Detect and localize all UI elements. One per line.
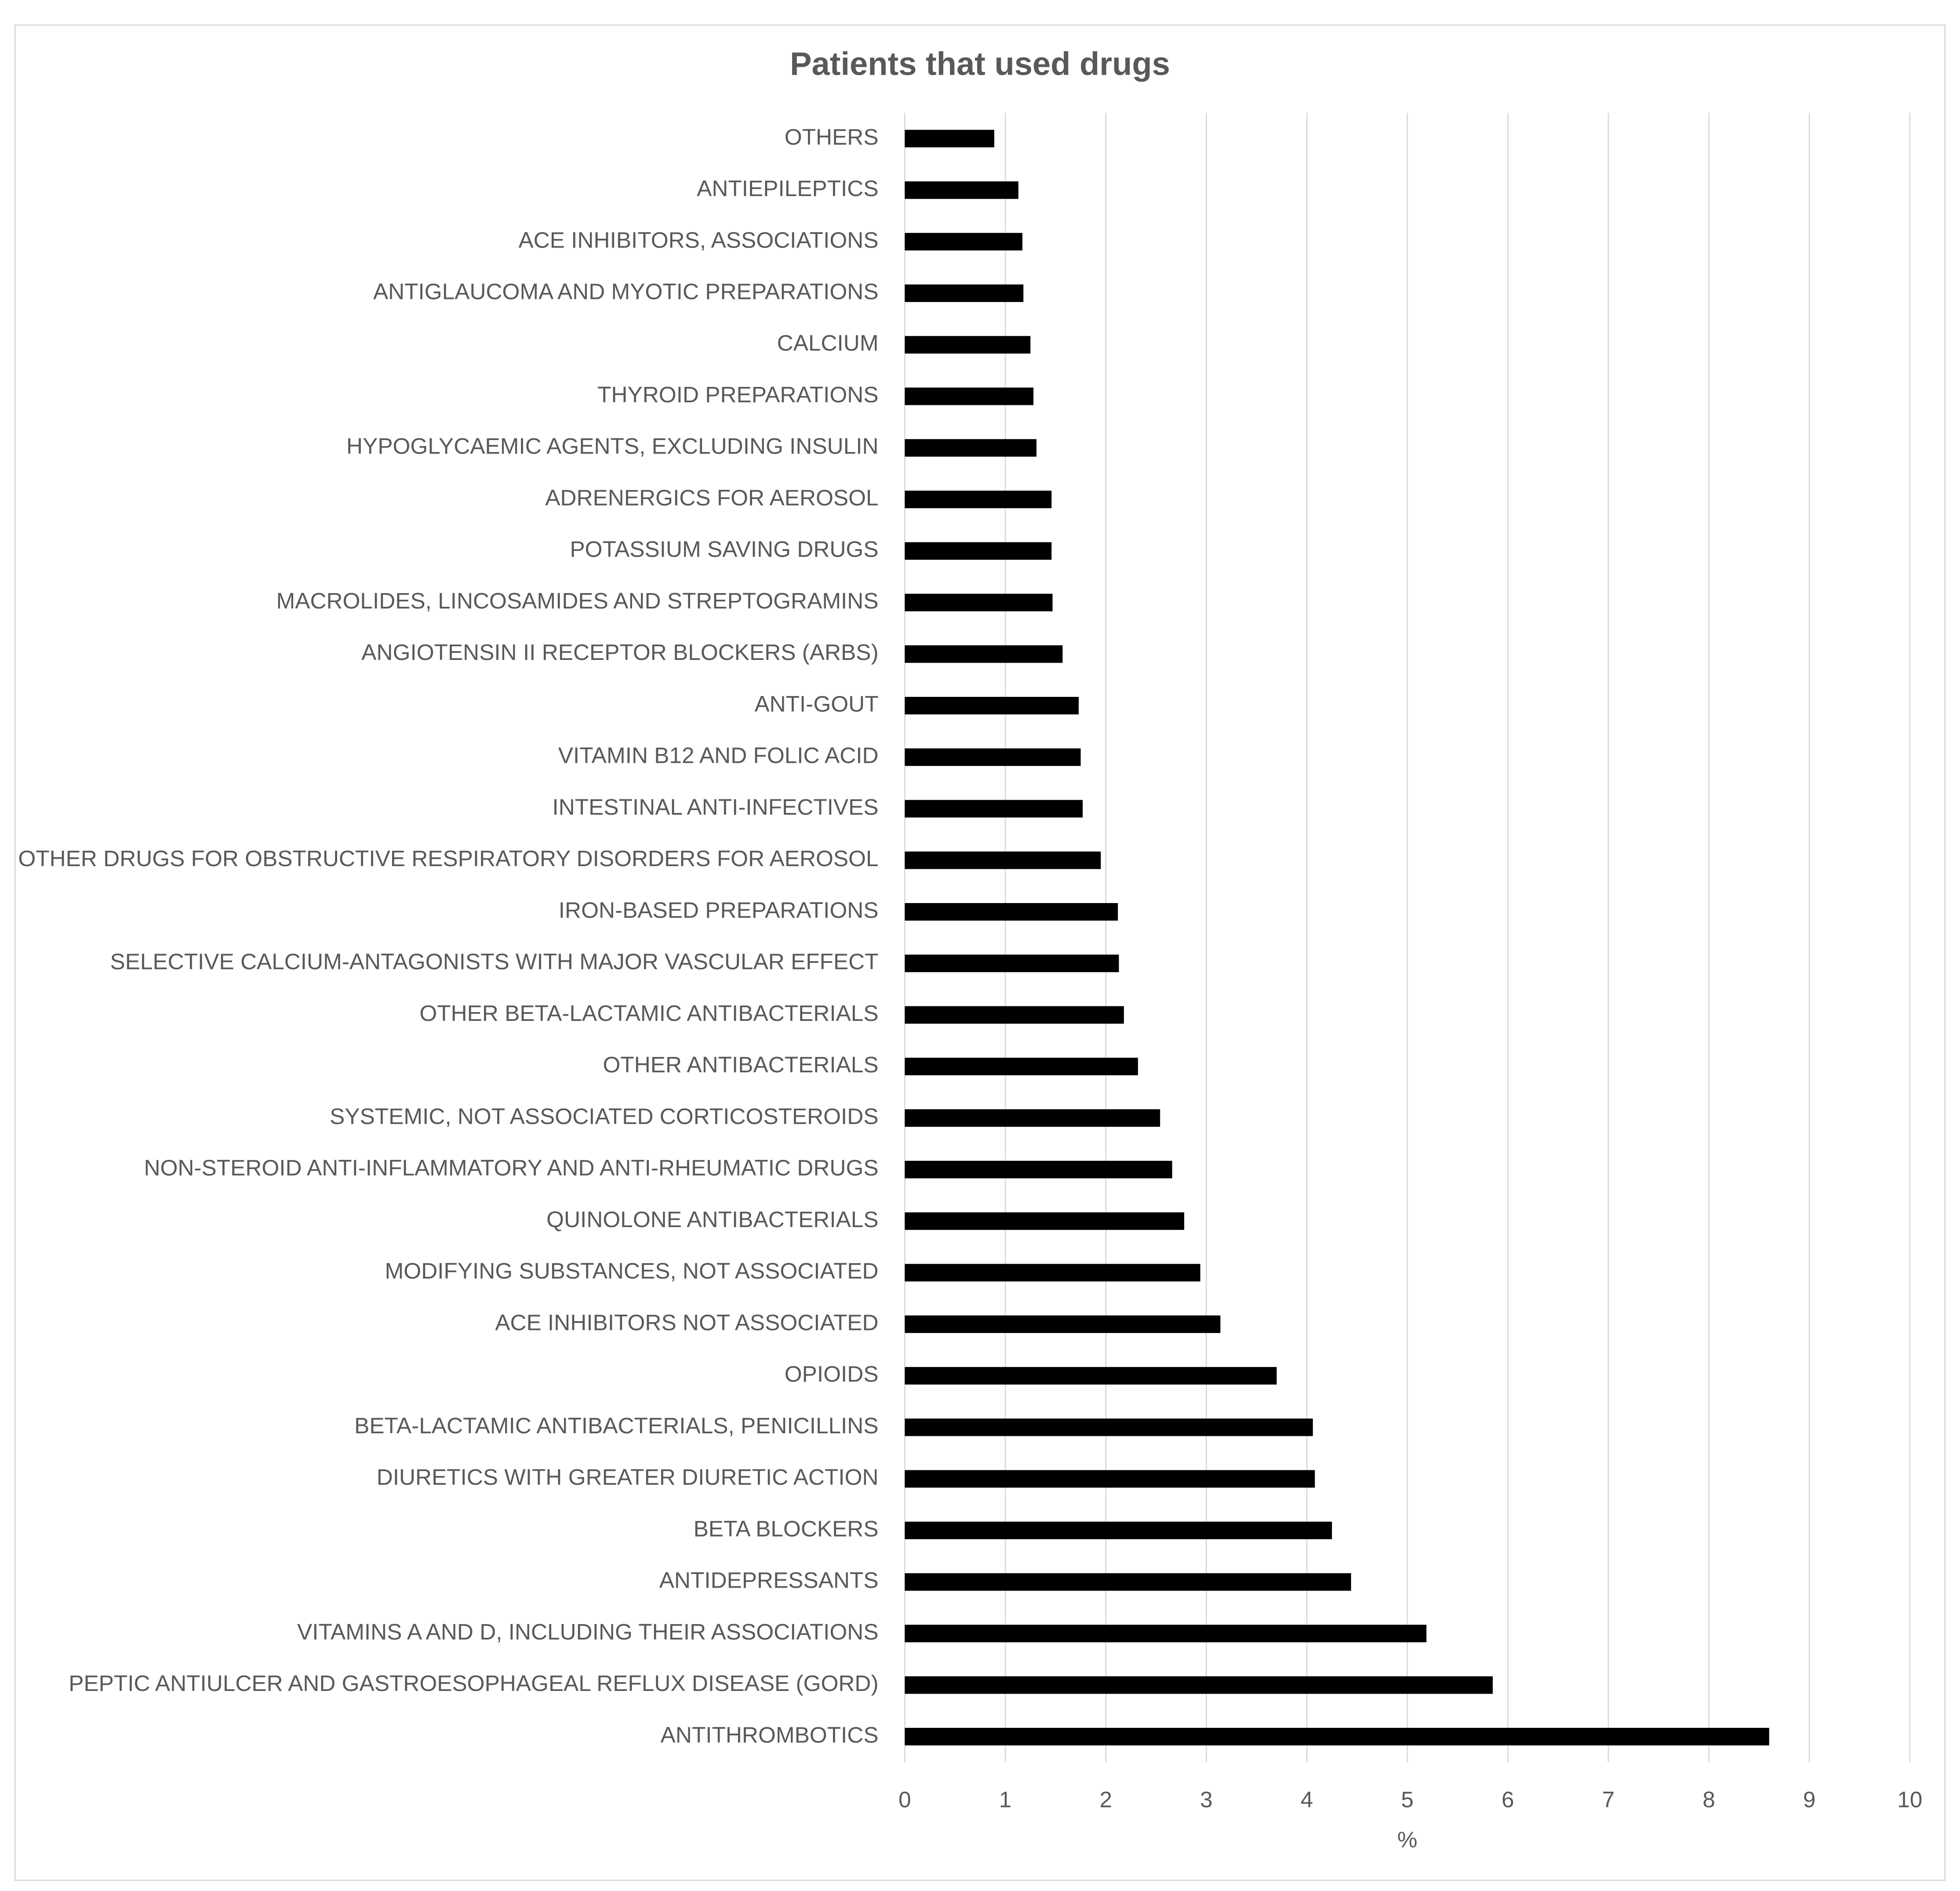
y-tick-label: ANGIOTENSIN II RECEPTOR BLOCKERS (ARBS)	[361, 640, 878, 665]
y-tick-label: ANTIDEPRESSANTS	[659, 1568, 879, 1593]
y-tick-label: THYROID PREPARATIONS	[597, 382, 878, 407]
y-tick-label: ANTI-GOUT	[754, 691, 878, 716]
y-tick-label: MACROLIDES, LINCOSAMIDES AND STREPTOGRAM…	[276, 588, 879, 613]
y-tick-label: VITAMINS A AND D, INCLUDING THEIR ASSOCI…	[297, 1619, 879, 1644]
bar	[905, 1315, 1221, 1333]
y-tick-label: OTHER DRUGS FOR OBSTRUCTIVE RESPIRATORY …	[18, 846, 878, 871]
bar	[905, 130, 994, 148]
y-tick-label: ACE INHIBITORS, ASSOCIATIONS	[519, 227, 879, 252]
y-tick-label: SYSTEMIC, NOT ASSOCIATED CORTICOSTEROIDS	[330, 1104, 878, 1129]
chart-title: Patients that used drugs	[790, 46, 1170, 82]
y-tick-label: OTHER ANTIBACTERIALS	[603, 1052, 878, 1077]
bar	[905, 1161, 1172, 1179]
y-tick-label: VITAMIN B12 AND FOLIC ACID	[558, 743, 879, 768]
x-tick-label: 7	[1602, 1787, 1615, 1812]
x-tick-label: 10	[1897, 1787, 1922, 1812]
chart-border	[14, 24, 1946, 1881]
bar	[905, 181, 1018, 199]
bar	[905, 1367, 1277, 1385]
y-tick-label: ANTIEPILEPTICS	[697, 176, 878, 201]
y-tick-label: POTASSIUM SAVING DRUGS	[570, 537, 878, 562]
y-tick-label: DIURETICS WITH GREATER DIURETIC ACTION	[377, 1465, 879, 1490]
x-tick-label: 4	[1301, 1787, 1313, 1812]
x-tick-label: 9	[1803, 1787, 1816, 1812]
bar	[905, 594, 1053, 612]
y-tick-label: SELECTIVE CALCIUM-ANTAGONISTS WITH MAJOR…	[110, 949, 878, 974]
y-tick-label: ANTIGLAUCOMA AND MYOTIC PREPARATIONS	[373, 279, 879, 304]
bar	[905, 748, 1081, 766]
x-tick-label: 5	[1401, 1787, 1414, 1812]
y-tick-label: PEPTIC ANTIULCER AND GASTROESOPHAGEAL RE…	[69, 1671, 878, 1696]
bar	[905, 955, 1119, 973]
bar	[905, 542, 1052, 560]
y-tick-label: INTESTINAL ANTI-INFECTIVES	[553, 794, 879, 820]
bar	[905, 1109, 1160, 1127]
bar	[905, 1006, 1124, 1024]
bar	[905, 800, 1083, 818]
bar	[905, 387, 1034, 405]
y-tick-label: ACE INHIBITORS NOT ASSOCIATED	[495, 1310, 878, 1335]
y-tick-label: BETA BLOCKERS	[694, 1516, 879, 1541]
bar	[905, 696, 1079, 714]
y-tick-label: BETA-LACTAMIC ANTIBACTERIALS, PENICILLIN…	[354, 1413, 878, 1438]
bar	[905, 439, 1036, 457]
y-tick-label: IRON-BASED PREPARATIONS	[559, 897, 879, 922]
bar	[905, 490, 1052, 508]
x-tick-label: 8	[1702, 1787, 1715, 1812]
y-tick-label: OTHER BETA-LACTAMIC ANTIBACTERIALS	[419, 1001, 878, 1026]
bar	[905, 1212, 1185, 1230]
x-axis-label: %	[1397, 1827, 1418, 1852]
bar	[905, 1625, 1427, 1643]
y-tick-label: QUINOLONE ANTIBACTERIALS	[546, 1207, 878, 1232]
bar	[905, 903, 1118, 921]
bar	[905, 284, 1024, 302]
x-tick-label: 2	[1099, 1787, 1112, 1812]
bar	[905, 1676, 1493, 1694]
bar	[905, 1470, 1315, 1488]
bar	[905, 233, 1022, 251]
y-tick-label: NON-STEROID ANTI-INFLAMMATORY AND ANTI-R…	[144, 1155, 878, 1181]
bar	[905, 1521, 1332, 1539]
bar	[905, 1727, 1769, 1745]
x-tick-label: 1	[999, 1787, 1012, 1812]
y-tick-label: OTHERS	[785, 124, 879, 149]
y-tick-label: MODIFYING SUBSTANCES, NOT ASSOCIATED	[385, 1258, 879, 1283]
bar	[905, 645, 1063, 663]
y-tick-label: ADRENERGICS FOR AEROSOL	[545, 485, 878, 510]
bar	[905, 851, 1101, 869]
bar	[905, 1264, 1200, 1282]
y-tick-label: OPIOIDS	[785, 1362, 879, 1387]
bar	[905, 1573, 1351, 1591]
x-tick-label: 6	[1502, 1787, 1514, 1812]
y-tick-label: HYPOGLYCAEMIC AGENTS, EXCLUDING INSULIN	[346, 434, 879, 459]
bar	[905, 1418, 1313, 1436]
x-tick-label: 3	[1200, 1787, 1213, 1812]
bar	[905, 336, 1031, 354]
bar	[905, 1057, 1138, 1075]
y-tick-label: CALCIUM	[777, 331, 879, 356]
y-tick-label: ANTITHROMBOTICS	[661, 1722, 879, 1747]
x-tick-label: 0	[898, 1787, 911, 1812]
